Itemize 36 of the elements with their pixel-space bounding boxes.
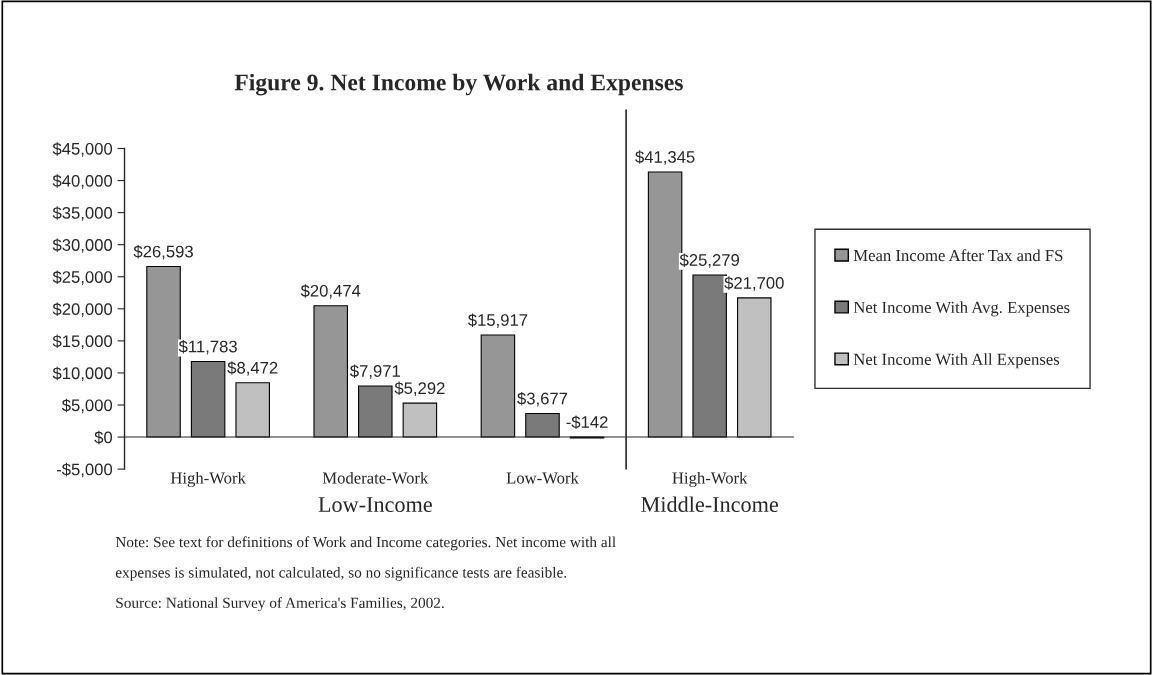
y-tick-label: $5,000 xyxy=(61,398,113,414)
data-label: $15,917 xyxy=(467,313,528,328)
text: Low-Income xyxy=(318,497,432,513)
legend-label: Net Income With Avg. Expenses xyxy=(853,301,1070,317)
data-label: $5,292 xyxy=(394,381,445,397)
y-tick-label: $35,000 xyxy=(52,206,113,221)
data-label: $3,677 xyxy=(517,391,568,407)
y-tick-label: $10,000 xyxy=(52,366,113,382)
text: expenses is simulated, not calculated, so no significance tests are feasible. xyxy=(115,566,567,581)
data-label: $26,593 xyxy=(133,244,193,260)
legend-label: Net Income With All Expenses xyxy=(853,353,1060,369)
x-tick-label: Moderate-Work xyxy=(322,471,429,484)
data-label: -$142 xyxy=(566,415,608,429)
data-label: $25,279 xyxy=(679,253,740,268)
data-label: $7,971 xyxy=(350,364,400,379)
data-label: $8,472 xyxy=(227,361,278,376)
y-tick-label: $20,000 xyxy=(52,302,113,317)
source-note: Source: National Survey of America's Families, 2002. xyxy=(116,597,444,612)
y-tick-label: $15,000 xyxy=(52,334,113,350)
x-tick-label: High-Work xyxy=(672,471,748,488)
y-tick-label: $25,000 xyxy=(52,270,113,285)
text: Middle-Income xyxy=(641,496,779,513)
y-tick-label: $45,000 xyxy=(52,142,113,157)
data-label: $21,700 xyxy=(724,276,784,291)
chart-title: Figure 9. Net Income by Work and Expenses xyxy=(234,73,683,96)
data-label: $20,474 xyxy=(300,284,361,299)
y-tick-label: $40,000 xyxy=(52,174,113,189)
x-tick-label: Low-Work xyxy=(506,471,579,484)
legend-label: Mean Income After Tax and FS xyxy=(853,249,1063,262)
text: Note: See text for definitions of Work and Income categories. Net income with all xyxy=(115,536,616,551)
x-tick-label: High-Work xyxy=(170,471,246,488)
y-tick-label: -$5,000 xyxy=(56,462,113,478)
y-tick-label: $0 xyxy=(94,430,113,445)
data-label: $11,783 xyxy=(178,339,237,355)
y-tick-label: $30,000 xyxy=(52,238,113,253)
data-label: $41,345 xyxy=(635,150,695,165)
